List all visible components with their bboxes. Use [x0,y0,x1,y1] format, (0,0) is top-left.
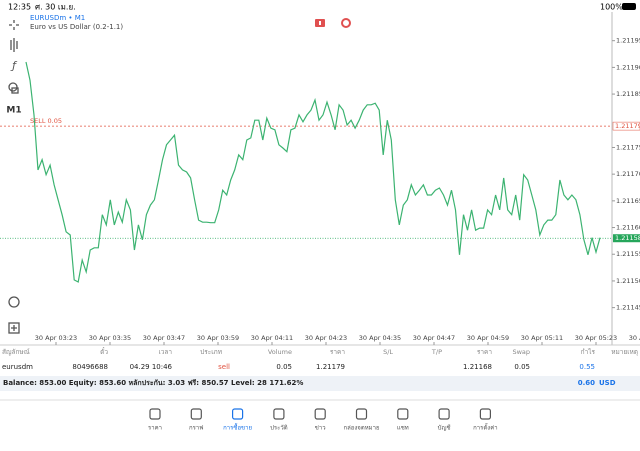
x-tick-label: 30 Apr 04:11 [251,334,293,342]
table-header: Swap [512,348,530,356]
nav-label: การตั้งค่า [473,422,497,432]
table-cell: eurusdm [2,363,33,371]
x-tick-label: 30 Apr 05:23 [575,334,617,342]
nav-icon [438,408,450,420]
function-tool[interactable]: ƒ [10,59,18,72]
nav-item[interactable]: บัญชี [438,408,451,432]
nav-label: ราคา [148,425,162,432]
balance-profit: 0.60 [578,379,595,387]
table-header: S/L [383,348,393,356]
x-tick-label: 30 Apr 04:23 [305,334,347,342]
order-price-label: 1.21179 [615,122,640,130]
x-tick-label: 30 Apr 03:35 [89,334,131,342]
x-tick-label: 30 Apr 04:47 [413,334,455,342]
table-header: หมายเหตุ [611,348,638,356]
nav-item[interactable]: ประวัติ [270,408,288,432]
status-time: 12:35 [8,3,31,12]
table-cell: sell [218,363,230,371]
nav-label: บัญชี [438,424,451,432]
nav-item[interactable]: ราคา [148,408,162,432]
x-tick-label: 30 Apr 04:35 [359,334,401,342]
objects-tool[interactable] [8,82,19,94]
nav-icon [355,408,368,420]
table-cell: 1.21168 [463,363,492,371]
x-tick-label: 30 Apr 03:23 [35,334,77,342]
y-tick-label: 1.21175 [616,143,640,151]
nav-label: กราฟ [189,425,203,432]
depth-button[interactable] [341,18,351,28]
table-header: T/P [431,348,442,356]
nav-label: ประวัติ [270,425,288,432]
y-tick-label: 1.21150 [616,277,640,285]
table-header: ประเภท [200,348,222,356]
table-header: ราคา [477,348,492,356]
y-tick-label: 1.21190 [616,63,640,71]
status-date: ศ. 30 เม.ย. [35,3,76,12]
y-tick-label: 1.21145 [616,304,640,312]
table-header: สัญลักษณ์ [2,348,30,356]
nav-label: ข่าว [315,425,326,432]
balance-bar [0,376,640,391]
price-line-series [25,61,601,283]
add-tool[interactable] [8,322,20,334]
nav-item[interactable]: การตั้งค่า [473,408,498,432]
table-header: กำไร [581,348,596,356]
nav-icon [273,408,285,420]
trade-button-icon [319,21,321,25]
nav-item[interactable]: กล่องจดหมาย [343,408,380,432]
price-box [613,234,640,243]
order-line-label: SELL 0.05 [30,117,62,125]
nav-item[interactable]: กราฟ [189,408,204,432]
x-tick-label: 30 Apr 05:11 [521,334,563,342]
y-tick-label: 1.21170 [616,170,640,178]
timeframe[interactable]: M1 [6,106,21,116]
chart-subtitle: Euro vs US Dollar (0.2-1.1) [30,23,123,31]
chart-title: EURUSDm • M1 [30,14,85,22]
nav-label: กล่องจดหมาย [343,425,379,432]
x-tick-label: 30 Apr 05:35 [629,334,640,342]
table-header: เวลา [158,348,172,356]
y-tick-label: 1.21160 [616,224,640,232]
x-tick-label: 30 Apr 03:59 [197,334,239,342]
balance-currency: USD [599,379,616,387]
y-tick-label: 1.21165 [616,197,640,205]
table-cell: 1.21179 [316,363,345,371]
nav-icon [190,408,202,420]
balance-text: Balance: 853.00 Equity: 853.60 หลักประกั… [3,379,303,387]
nav-item[interactable]: ข่าว [314,408,326,432]
nav-icon [314,408,326,420]
battery-icon [622,3,636,10]
nav-label: การซื้อขาย [223,422,252,432]
table-header: ตั๋ว [100,347,108,356]
crosshair-tool[interactable] [9,20,19,30]
nav-icon [397,408,409,420]
nav-label: แชท [397,425,409,432]
table-header: Volume [268,348,292,356]
table-header: ราคา [330,348,345,356]
indicators-tool[interactable] [10,38,18,52]
nav-icon [149,408,161,420]
table-cell: 0.05 [514,363,530,371]
x-tick-label: 30 Apr 04:59 [467,334,509,342]
table-cell: 80496688 [72,363,108,371]
zoom-tool[interactable] [8,296,20,308]
nav-icon [479,408,491,420]
y-tick-label: 1.21185 [616,90,640,98]
table-cell: 0.05 [276,363,292,371]
y-tick-label: 1.21155 [616,250,640,258]
nav-item[interactable]: การซื้อขาย [223,408,252,432]
order-price-box [612,121,640,131]
nav-item[interactable]: แชท [397,408,409,432]
table-cell: 0.55 [579,363,595,371]
nav-icon [232,408,244,420]
status-battery: 100% [600,3,623,12]
x-tick-label: 30 Apr 03:47 [143,334,185,342]
y-tick-label: 1.21195 [616,37,640,45]
table-cell: 04.29 10:46 [130,363,173,371]
price-label: 1.21158 [615,234,640,242]
